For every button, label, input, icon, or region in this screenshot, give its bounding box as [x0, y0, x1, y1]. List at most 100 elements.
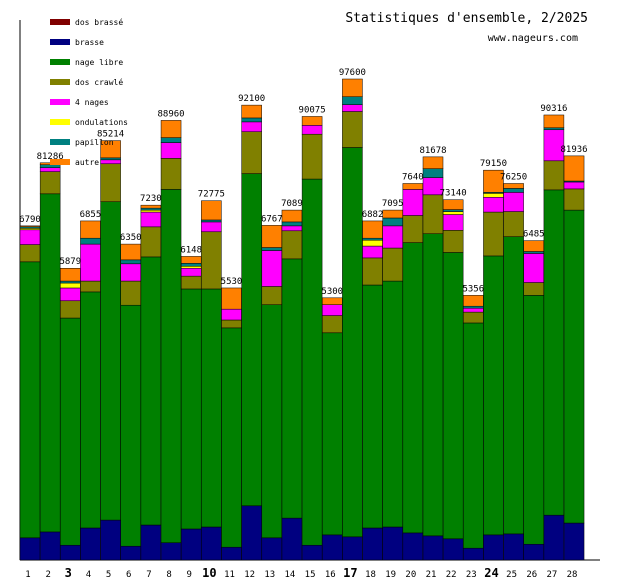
bar-segment	[180, 266, 202, 269]
bar-segment	[463, 307, 484, 313]
x-tick-label: 5	[106, 570, 111, 580]
bar-segment	[543, 114, 565, 129]
bar-segment	[322, 304, 343, 316]
bar-segment	[523, 240, 544, 252]
bar-segment	[382, 209, 403, 219]
bar-segment	[160, 542, 182, 561]
bar-segment	[543, 189, 565, 516]
bar-segment	[422, 156, 444, 169]
bar-segment	[563, 209, 585, 524]
bar-segment	[261, 286, 283, 305]
total-label: 97600	[339, 68, 366, 78]
total-label: 6485	[523, 230, 545, 240]
bar-segment	[100, 140, 121, 159]
legend-swatch	[50, 99, 70, 105]
bar-segment	[120, 263, 141, 282]
x-tick-label: 20	[405, 570, 416, 580]
bar-segment	[120, 243, 141, 261]
bar-segment	[543, 160, 565, 191]
bar-segment	[442, 214, 464, 231]
bar-segment	[442, 211, 464, 215]
bar-segment	[201, 288, 222, 528]
total-label: 7089	[281, 199, 303, 209]
bar-segment	[261, 247, 283, 251]
bar-segment	[221, 327, 242, 548]
bar-segment	[120, 259, 141, 265]
bar-segment	[442, 538, 464, 561]
bar-segment	[442, 199, 464, 210]
legend-label: dos brassé	[75, 17, 123, 27]
legend-label: papillon	[75, 138, 114, 147]
bar-segment	[301, 133, 323, 180]
legend-swatch	[50, 59, 70, 65]
bar-segment	[120, 304, 141, 547]
bar-segment	[483, 255, 504, 536]
bar-segment	[241, 505, 262, 561]
bar-segment	[281, 209, 303, 223]
bar-segment	[523, 282, 544, 296]
bar-segment	[382, 526, 403, 561]
legend-swatch	[50, 39, 70, 45]
bar-segment	[442, 209, 464, 212]
total-label: 7640	[402, 172, 424, 182]
x-tick-label: 6	[126, 570, 131, 580]
bar-segment	[483, 193, 504, 198]
total-label: 5356	[462, 284, 484, 294]
total-label: 85214	[97, 130, 124, 140]
total-label: 6882	[362, 210, 384, 220]
bar-segment	[60, 544, 81, 561]
legend-swatch	[50, 19, 70, 25]
x-tick-label: 4	[86, 570, 91, 580]
bar-segment	[80, 243, 101, 282]
x-tick-label: 12	[244, 570, 255, 580]
bar-segment	[523, 295, 544, 545]
bar-segment	[39, 193, 61, 533]
bar-segment	[503, 188, 524, 193]
legend-label: 4 nages	[75, 98, 109, 107]
bar-segment	[402, 215, 424, 243]
bar-segment	[140, 256, 162, 526]
bar-segment	[382, 247, 403, 282]
bar-segment	[100, 519, 121, 561]
bar-segment	[241, 117, 262, 123]
total-label: 81286	[37, 152, 64, 162]
bar-segment	[100, 201, 121, 521]
bar-segment	[201, 219, 222, 223]
bar-segment	[342, 147, 363, 538]
bar-segment	[261, 304, 283, 539]
bar-segment	[201, 200, 222, 221]
bar-segment	[382, 225, 403, 249]
bar-segment	[342, 536, 363, 561]
bar-segment	[140, 207, 162, 211]
x-tick-label: 23	[466, 570, 477, 580]
bar-segment	[301, 178, 323, 546]
bar-segment	[60, 282, 81, 289]
bar-segment	[543, 127, 565, 131]
bar-segment	[80, 291, 101, 529]
bar-segment	[342, 78, 363, 97]
bar-segment	[39, 531, 61, 561]
x-tick-label: 15	[305, 570, 316, 580]
bar-segment	[463, 322, 484, 549]
bar-segment	[80, 237, 101, 245]
bar-segment	[483, 169, 504, 193]
bar-segment	[422, 535, 444, 561]
x-tick-label: 27	[546, 570, 557, 580]
bar-segment	[503, 236, 524, 535]
total-label: 73140	[440, 189, 467, 199]
bar-segment	[80, 280, 101, 293]
bar-segment	[362, 220, 383, 239]
bar-segment	[241, 173, 262, 507]
bar-segment	[523, 251, 544, 254]
bar-segment	[19, 225, 41, 228]
total-label: 7230	[140, 194, 162, 204]
total-label: 76250	[500, 172, 527, 182]
bar-segment	[422, 168, 444, 178]
total-label: 7095	[382, 199, 404, 209]
total-label: 90316	[540, 104, 567, 114]
bar-segment	[463, 547, 484, 561]
bar-segment	[402, 183, 424, 190]
bar-segment	[221, 287, 242, 310]
x-tick-label: 8	[166, 570, 171, 580]
bar-segment	[100, 159, 121, 165]
